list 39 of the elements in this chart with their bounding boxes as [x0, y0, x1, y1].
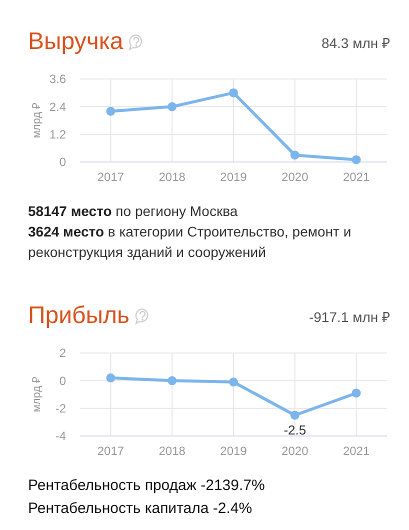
- x-tick-label: 2019: [220, 444, 248, 458]
- text: Рентабельность капитала -2.4%: [28, 500, 252, 517]
- data-label: -2.5: [284, 422, 306, 438]
- x-tick-label: 2020: [282, 444, 309, 458]
- point: [168, 376, 177, 386]
- y-tick-label: 2.4: [49, 100, 66, 114]
- text: 3624 место в категории Строительство, ремонт и реконструкция зданий и сооружений: [28, 224, 352, 260]
- point: [290, 150, 300, 160]
- y-axis-title: млрд ₽: [31, 102, 43, 138]
- chart-title: Выручка: [28, 28, 124, 55]
- point: [229, 378, 238, 387]
- point: [106, 106, 116, 116]
- y-tick-label: 0: [59, 155, 66, 170]
- x-tick-label: 2019: [220, 170, 248, 184]
- y-tick-label: 2: [59, 346, 66, 360]
- y-axis-title: млрд ₽: [31, 376, 43, 412]
- y-tick-label: 0: [59, 374, 66, 388]
- text: Рентабельность продаж -2139.7%: [28, 477, 265, 494]
- y-tick-label: 1.2: [49, 128, 66, 142]
- chart-title: Прибыль: [28, 302, 130, 329]
- x-tick-label: 2017: [97, 444, 124, 458]
- chart-subtitle: -917.1 млн ₽: [308, 309, 390, 325]
- x-tick-label: 2018: [158, 444, 186, 458]
- point: [290, 410, 300, 420]
- point: [168, 102, 177, 112]
- text: 58147 место по региону Москва: [28, 203, 238, 219]
- x-tick-label: 2020: [282, 170, 309, 184]
- point: [229, 88, 238, 98]
- chart-subtitle: 84.3 млн ₽: [321, 35, 390, 51]
- x-tick-label: 2018: [158, 170, 186, 184]
- x-tick-label: 2021: [342, 170, 370, 184]
- x-tick-label: 2021: [342, 444, 370, 458]
- point: [106, 373, 116, 382]
- y-tick-label: 3.6: [49, 72, 66, 86]
- x-tick-label: 2017: [97, 170, 124, 184]
- point: [352, 388, 361, 398]
- y-tick-label: -2: [55, 402, 66, 416]
- y-tick-label: -4: [55, 429, 66, 444]
- point: [352, 155, 361, 164]
